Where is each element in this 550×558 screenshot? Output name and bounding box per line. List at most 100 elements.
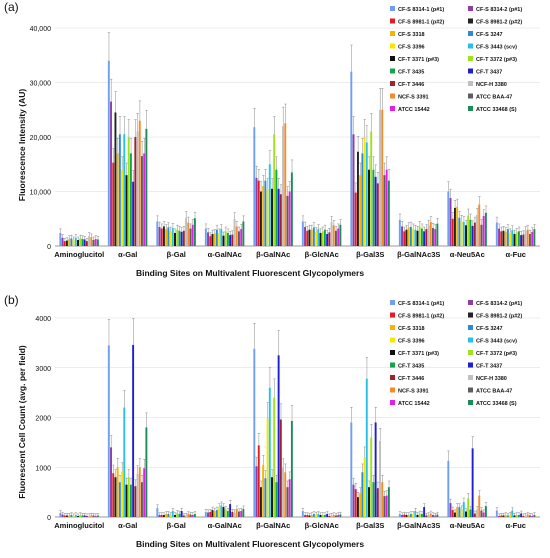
x-tick-label: α-Neu5Ac [450, 250, 485, 259]
bar [88, 236, 90, 246]
legend-item: CF-S 8981-1 (p#2) [390, 312, 444, 320]
bar [240, 229, 243, 246]
legend-swatch [468, 18, 473, 24]
bars [59, 60, 536, 247]
bar [520, 513, 523, 517]
legend-item: CF-S 3396 [390, 337, 425, 345]
bar [412, 228, 415, 246]
bar [427, 515, 430, 517]
bar [286, 487, 289, 517]
bar [418, 513, 421, 517]
bar [112, 473, 115, 517]
legend-item: CF-S 8314-1 (p#1) [390, 6, 444, 13]
bar [337, 515, 340, 517]
bar [123, 134, 126, 246]
bar [524, 230, 527, 246]
x-axis-label: Binding Sites on Multivalent Fluorescent… [136, 268, 364, 278]
x-tick-label: β-Gal3S [356, 250, 384, 259]
bar [429, 222, 432, 246]
bar [229, 504, 232, 517]
bar [376, 183, 379, 246]
legend-swatch [390, 350, 395, 355]
bar [529, 234, 531, 246]
bar [238, 231, 240, 246]
bar [326, 514, 329, 517]
bar [275, 169, 278, 246]
bar [453, 512, 456, 517]
legend-label: CF-T 3372 (p#3) [476, 351, 517, 357]
legend-label: ATCC 33468 (S) [476, 401, 517, 407]
bar [352, 484, 355, 517]
legend-label: CF-T 3437 [476, 364, 502, 370]
legend-item: CF-T 3437 [468, 68, 502, 76]
bar [405, 229, 408, 246]
bar [156, 508, 159, 517]
bar [361, 472, 364, 517]
panel-b: (b) Fluorescent Cell Count (avg. per fie… [4, 293, 540, 549]
bar [310, 229, 313, 246]
legend-item: ATCC 33468 (S) [468, 106, 517, 113]
error-bars [59, 318, 536, 517]
y-tick-labels: 0 10,000 20,000 30,000 40,000 [30, 26, 52, 251]
bar [180, 511, 183, 517]
bar [264, 180, 267, 246]
bar [370, 437, 373, 517]
bar [368, 487, 370, 517]
y-tick-label: 40,000 [30, 26, 52, 33]
bar [191, 515, 194, 517]
legend-swatch [390, 300, 395, 305]
bar [423, 231, 426, 246]
y-tick-label: 3000 [35, 366, 51, 373]
legend-item: CF-S 8314-2 (p#1) [468, 6, 522, 13]
bar [315, 231, 318, 246]
y-tick-label: 1000 [35, 465, 51, 472]
bar [420, 514, 423, 517]
bar [118, 482, 121, 517]
bar [416, 515, 419, 517]
bar [456, 507, 459, 517]
bar [242, 221, 245, 246]
legend-swatch [468, 93, 473, 99]
bar [83, 239, 86, 246]
bar [231, 512, 234, 517]
legend-swatch [390, 337, 395, 343]
bar [123, 407, 126, 517]
bar [77, 240, 79, 246]
bar [473, 222, 476, 246]
x-tick-label: β-Gal [167, 521, 186, 530]
legend-item: CF-T 3435 [390, 68, 424, 76]
bar [94, 238, 97, 246]
bar [268, 164, 271, 246]
legend-label: CF-S 3443 (scv) [476, 339, 517, 345]
bar [189, 514, 192, 517]
legend-label: CF-T 3437 [476, 70, 502, 76]
bar [339, 224, 342, 246]
bar [187, 222, 190, 246]
bar [513, 234, 516, 246]
bar [72, 516, 75, 517]
legend-item: CF-T 3435 [390, 362, 424, 370]
legend-label: CF-T 3372 (p#3) [476, 57, 517, 63]
x-tick-label: β-Gal [167, 250, 186, 259]
bar [321, 515, 324, 517]
bar [467, 498, 470, 517]
bar [321, 231, 324, 246]
bar [473, 513, 476, 517]
bar [337, 228, 340, 246]
y-tick-label: 10,000 [30, 190, 52, 197]
bar [381, 109, 384, 246]
bar [61, 514, 64, 517]
bar [352, 134, 355, 246]
bar [495, 222, 498, 246]
bar [158, 515, 161, 517]
legend-swatch [390, 375, 395, 380]
y-axis-label: Fluorescence Intensity (AU) [17, 89, 27, 202]
x-tick-label: α-Neu5Ac [450, 521, 485, 530]
bar [259, 191, 262, 246]
bar [429, 513, 432, 517]
bar [68, 238, 71, 246]
bar [502, 515, 505, 517]
bar [310, 515, 313, 517]
bar [191, 224, 194, 246]
bar [72, 240, 75, 246]
